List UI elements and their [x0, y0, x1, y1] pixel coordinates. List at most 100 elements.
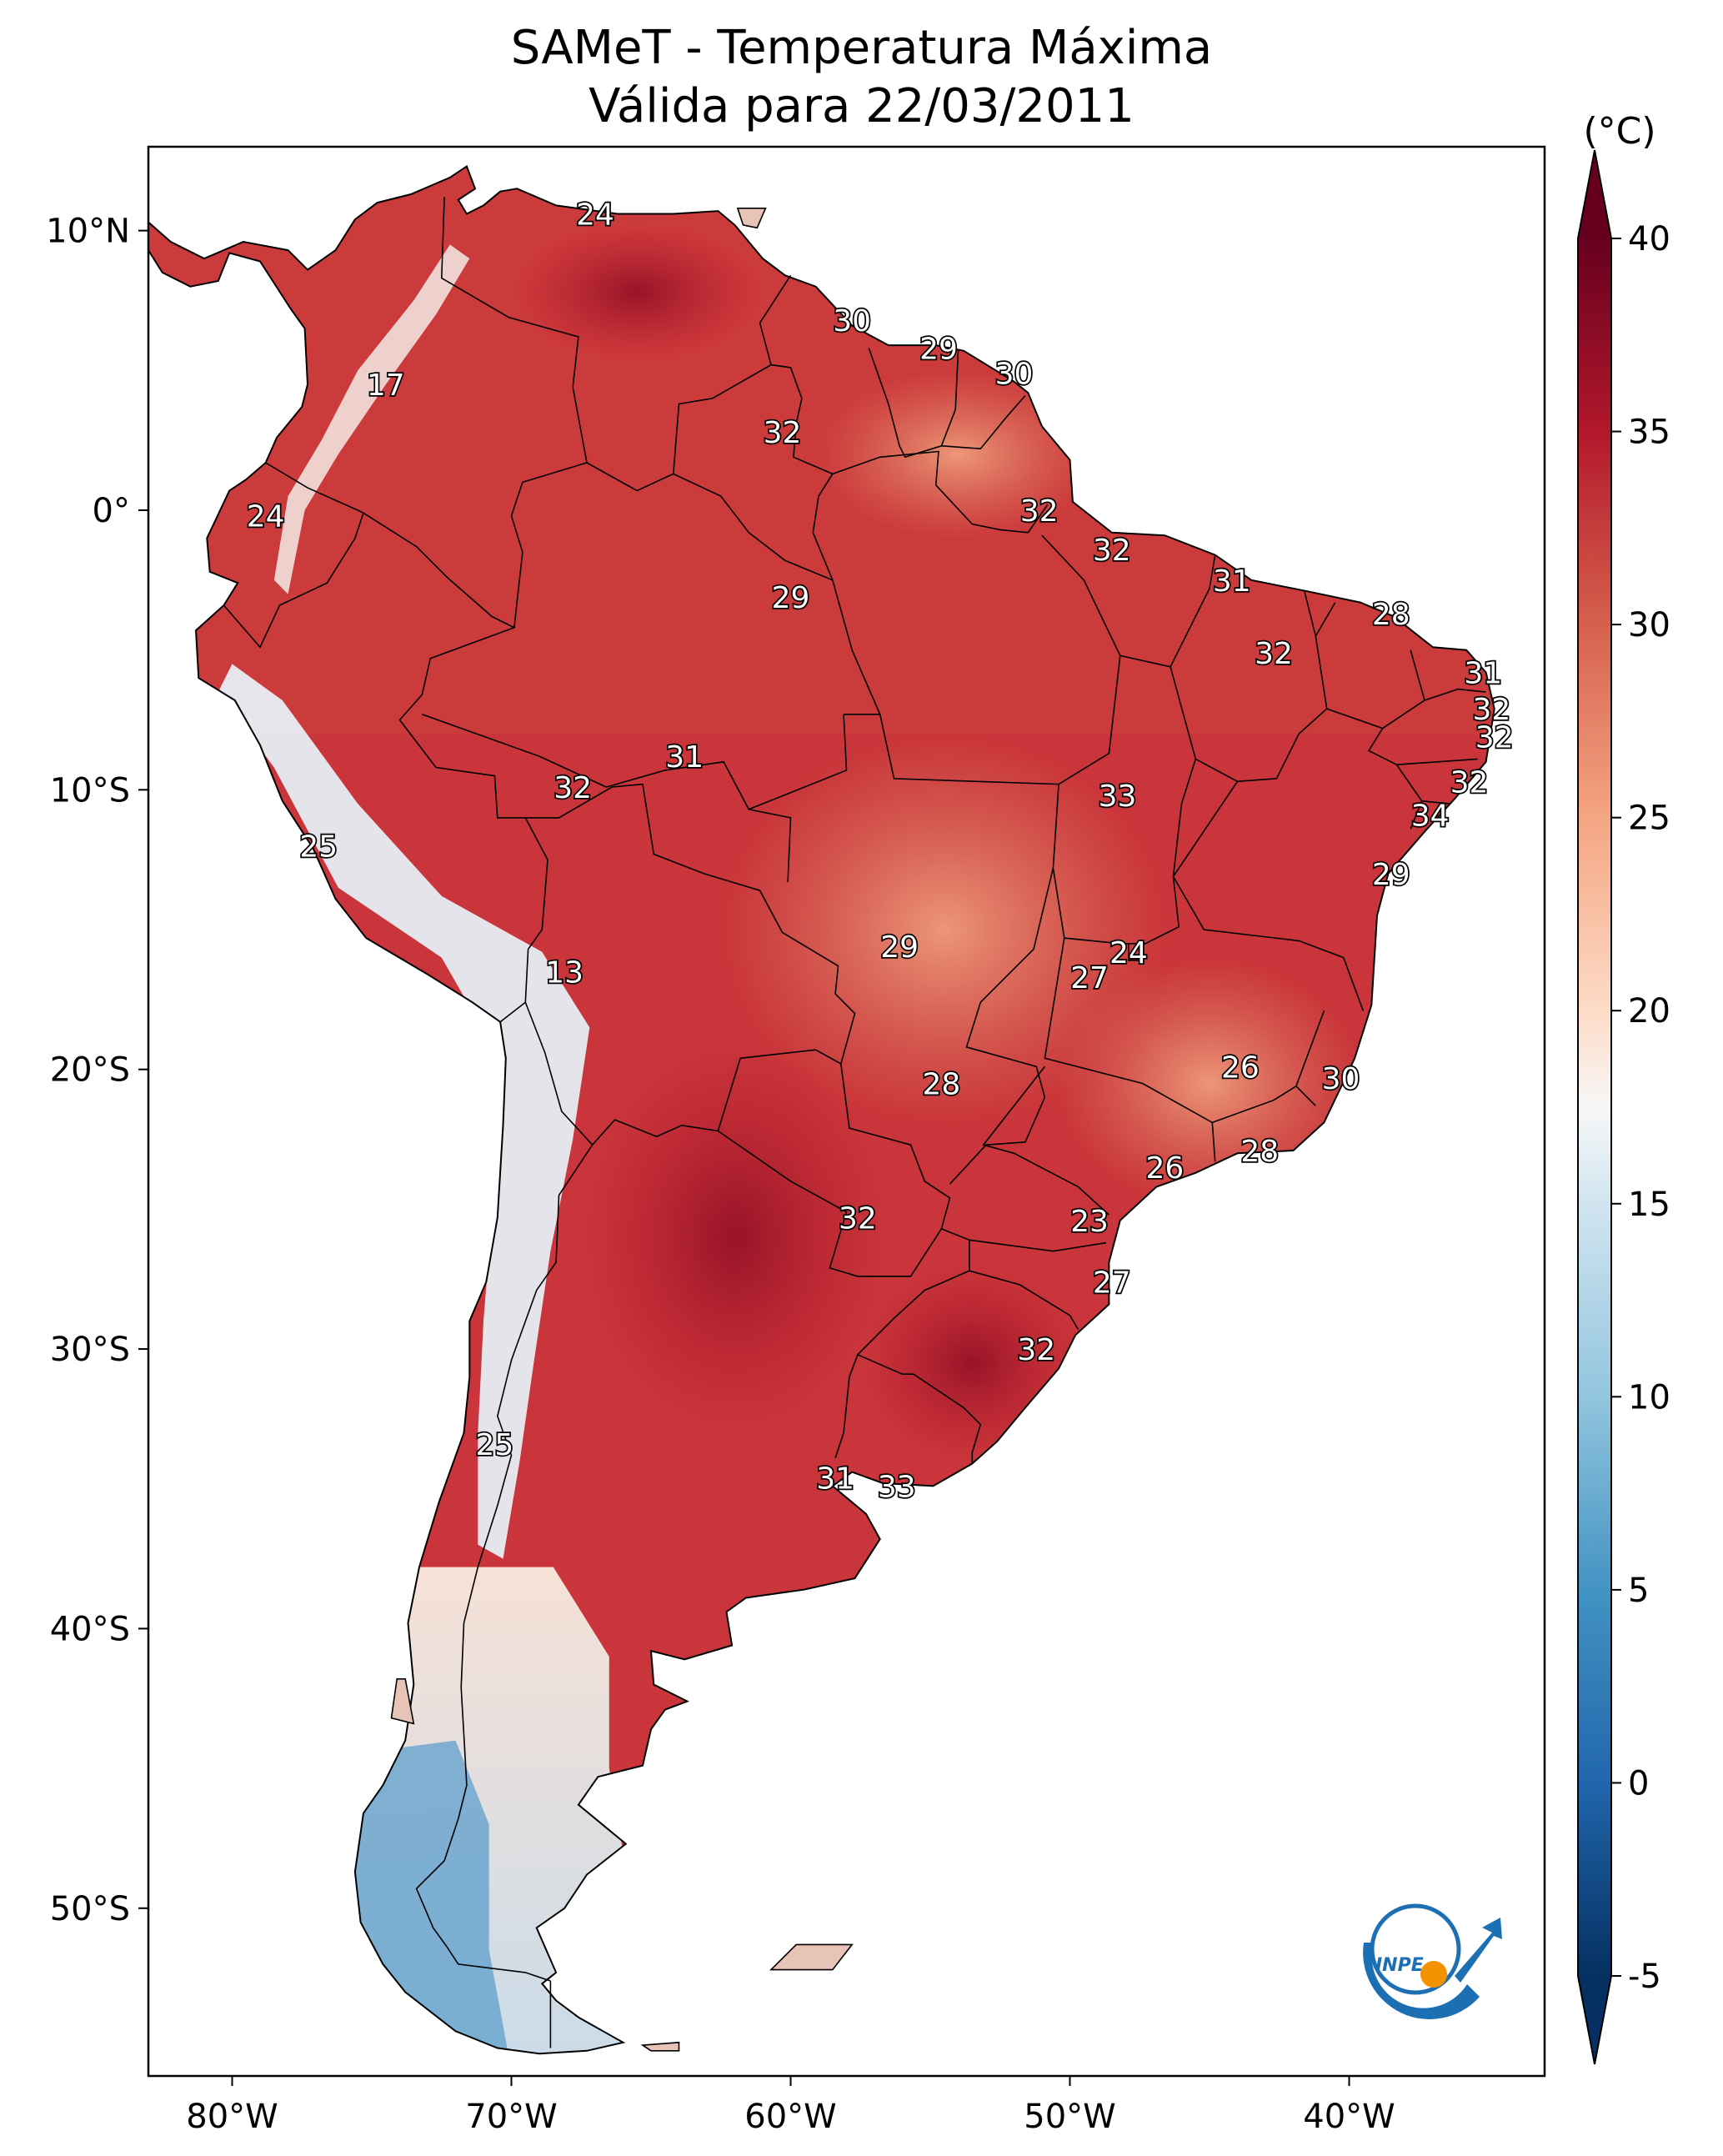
chart-subtitle: Válida para 22/03/2011 [589, 79, 1134, 133]
city-temperature-label: 31 [1213, 564, 1251, 599]
border-line [524, 783, 856, 1146]
city-temperature-label: 13 [545, 955, 584, 990]
city-temperature-label: 26 [1221, 1050, 1260, 1085]
city-temperature-label: 24 [576, 198, 614, 233]
colorbar-tick-label: 35 [1628, 414, 1670, 452]
colorbar-tick-label: 30 [1628, 606, 1670, 644]
colorbar-tick-label: 25 [1628, 800, 1670, 838]
border-line [440, 197, 588, 628]
longitude-tick-label: 60°W [744, 2098, 836, 2136]
latitude-tick-label: 50°S [50, 1890, 130, 1928]
latitude-tick-label: 20°S [50, 1051, 130, 1090]
islands [390, 208, 854, 2052]
border-line [717, 1063, 951, 1277]
city-temperature-label: 29 [772, 581, 810, 615]
city-temperature-label: 31 [816, 1462, 854, 1496]
city-temperature-label: 32 [1017, 1333, 1055, 1367]
map-frame [147, 145, 1546, 2078]
island [769, 1943, 854, 1971]
colorbar-unit: (°C) [1583, 110, 1655, 153]
latitude-tick-label: 30°S [50, 1331, 130, 1369]
city-temperature-label: 33 [1099, 780, 1137, 814]
longitude-axis: 80°W 70°W 60°W 50°W 40°W [186, 2076, 1395, 2136]
border-line [1052, 654, 1197, 945]
city-temperature-label: 30 [833, 304, 871, 338]
border-line [1367, 728, 1478, 766]
political-borders [223, 197, 1486, 2048]
city-temperature-label: 24 [1109, 936, 1148, 970]
city-temperature-label: 32 [1020, 494, 1059, 529]
colorbar-tick-label: 10 [1628, 1378, 1670, 1416]
city-temperature-label: 30 [1322, 1062, 1360, 1096]
border-line [1410, 649, 1425, 701]
city-temperature-label: 29 [1372, 858, 1410, 892]
latitude-tick-label: 10°S [50, 771, 130, 810]
latitude-tick-label: 0° [93, 492, 130, 530]
city-temperature-label: 27 [1070, 961, 1109, 995]
border-line [834, 1228, 970, 1459]
inpe-logo-dot [1420, 1961, 1447, 1988]
border-line [415, 1144, 594, 1982]
border-line [1170, 554, 1216, 668]
city-temperature-label: 27 [1093, 1266, 1131, 1301]
border-line [1128, 943, 1143, 961]
island [736, 208, 767, 229]
city-temperature-label: 29 [919, 333, 958, 367]
border-line [969, 1270, 1079, 1331]
border-line [422, 714, 792, 883]
city-temperature-label: 32 [1472, 693, 1510, 727]
andes-cold-band [218, 664, 590, 1559]
border-line [1211, 1122, 1216, 1162]
coastline [148, 164, 1495, 2055]
city-temperature-label: 32 [1475, 721, 1514, 755]
colorbar-ticks: -5 0 5 10 15 20 25 30 35 40 [1611, 220, 1670, 1996]
temperature-field-guiana [819, 370, 1098, 539]
city-temperature-label: 31 [1464, 657, 1502, 691]
city-temperature-label: 26 [1145, 1151, 1184, 1186]
inpe-logo: INPE [1363, 1903, 1502, 2019]
border-line [223, 462, 364, 649]
city-temperature-label: 17 [367, 369, 405, 403]
colorbar-tick-label: -5 [1628, 1958, 1661, 1996]
city-temperature-label: 30 [995, 358, 1034, 392]
colorbar: (°C) -5 0 5 10 15 20 25 30 35 40 [1577, 110, 1670, 2065]
border-line [1315, 602, 1336, 637]
island [390, 1678, 415, 1725]
colorbar-tick-label: 20 [1628, 992, 1670, 1030]
border-line [969, 1239, 1107, 1252]
longitude-tick-label: 50°W [1024, 2098, 1115, 2136]
border-line [1172, 780, 1365, 1011]
border-line [941, 394, 1026, 450]
latitude-axis: 10°N 0° 10°S 20°S 30°S 40°S 50°S [46, 213, 148, 1928]
longitude-tick-label: 40°W [1303, 2098, 1395, 2136]
border-line [363, 512, 548, 1023]
city-temperature-label: 33 [878, 1470, 916, 1504]
colorbar-tick-label: 0 [1628, 1764, 1649, 1803]
chart-title: SAMeT - Temperatura Máxima [510, 21, 1213, 75]
city-temperature-label: 32 [1093, 534, 1131, 568]
colorbar-tick-label: 5 [1628, 1572, 1649, 1610]
border-line [1410, 800, 1423, 830]
city-temperature-label: 32 [839, 1201, 877, 1236]
temperature-field-southeast [1055, 957, 1364, 1210]
city-temperature-label: 25 [475, 1428, 513, 1462]
city-temperature-label: 28 [1372, 598, 1410, 632]
border-line [982, 1065, 1109, 1216]
temperature-field-venezuela [511, 222, 764, 363]
city-temperature-label: 34 [1411, 800, 1450, 834]
andes-north-cold-band [273, 244, 470, 594]
city-temperature-label: 28 [922, 1068, 960, 1102]
longitude-tick-label: 70°W [465, 2098, 557, 2136]
longitude-tick-label: 80°W [186, 2098, 278, 2136]
border-line [812, 473, 834, 581]
border-line [1295, 1086, 1316, 1106]
city-temperature-label: 23 [1070, 1205, 1109, 1239]
border-line [586, 274, 792, 492]
latitude-tick-label: 40°S [50, 1610, 130, 1648]
city-temperature-label: 32 [1255, 637, 1293, 671]
city-temperature-label: 32 [1450, 765, 1489, 800]
